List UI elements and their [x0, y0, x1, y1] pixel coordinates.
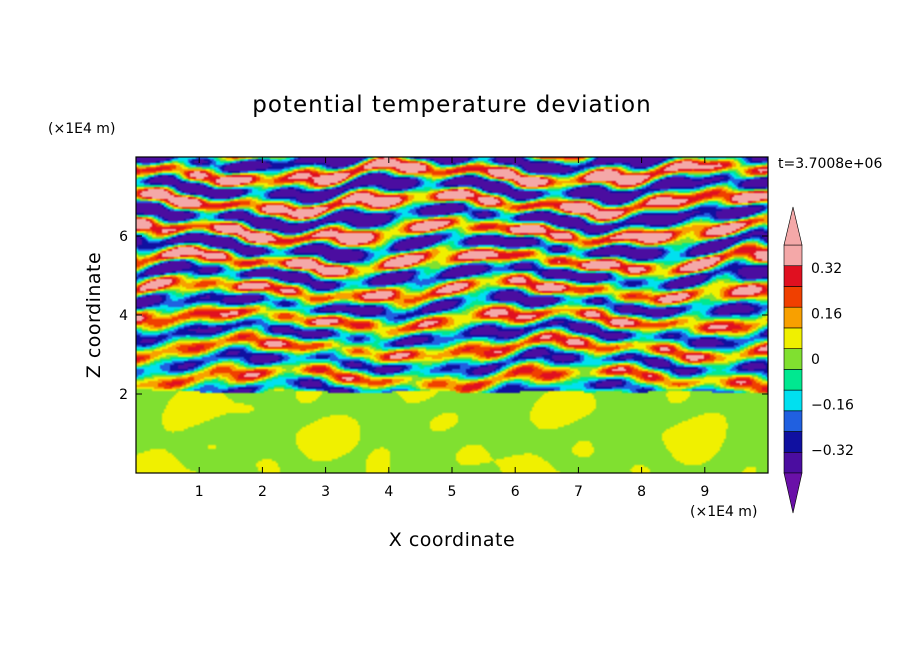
x-tick-label: 2 — [258, 484, 267, 500]
colorbar-swatch — [783, 389, 803, 412]
chart-title: potential temperature deviation — [252, 92, 651, 118]
heatmap-image — [136, 157, 768, 473]
colorbar-swatch — [783, 431, 803, 453]
colorbar-label: 0.16 — [811, 306, 842, 322]
x-tick-label: 1 — [195, 484, 204, 500]
x-tick-label: 6 — [511, 484, 520, 500]
time-label: t=3.7008e+06 — [778, 156, 882, 172]
x-tick-label: 7 — [574, 484, 583, 500]
y-axis-label: Z coordinate — [83, 252, 105, 378]
x-tick-label: 8 — [637, 484, 646, 500]
colorbar-label: 0 — [811, 352, 820, 368]
colorbar-swatch — [783, 286, 803, 308]
x-tick-label: 4 — [384, 484, 393, 500]
colorbar-label: −0.16 — [811, 398, 854, 414]
x-axis: 1 2 3 4 5 6 7 8 9 — [195, 157, 709, 500]
y-unit-label: (×1E4 m) — [48, 121, 115, 137]
colorbar-over-triangle — [783, 206, 803, 246]
x-tick-label: 3 — [321, 484, 330, 500]
colorbar-swatch — [783, 369, 803, 391]
colorbar-swatch — [783, 410, 803, 432]
colorbar-swatch — [783, 244, 803, 267]
x-unit-label: (×1E4 m) — [690, 504, 757, 520]
colorbar-label: 0.32 — [811, 261, 842, 277]
colorbar-under-triangle — [783, 472, 803, 514]
colorbar-swatch — [783, 265, 803, 287]
x-tick-label: 9 — [700, 484, 709, 500]
colorbar-swatch — [783, 348, 803, 370]
colorbar-swatch — [783, 451, 803, 474]
colorbar: 0.32 0.16 0 −0.16 −0.32 — [783, 206, 854, 514]
colorbar-label: −0.32 — [811, 443, 854, 459]
heatmap-field — [136, 157, 768, 473]
x-tick-label: 5 — [448, 484, 457, 500]
y-tick-label: 6 — [119, 229, 128, 245]
y-tick-label: 4 — [119, 308, 128, 324]
y-axis: 2 4 6 — [119, 229, 768, 403]
colorbar-swatch — [783, 306, 803, 329]
y-tick-label: 2 — [119, 387, 128, 403]
colorbar-swatch — [783, 327, 803, 349]
x-axis-label: X coordinate — [389, 529, 515, 551]
